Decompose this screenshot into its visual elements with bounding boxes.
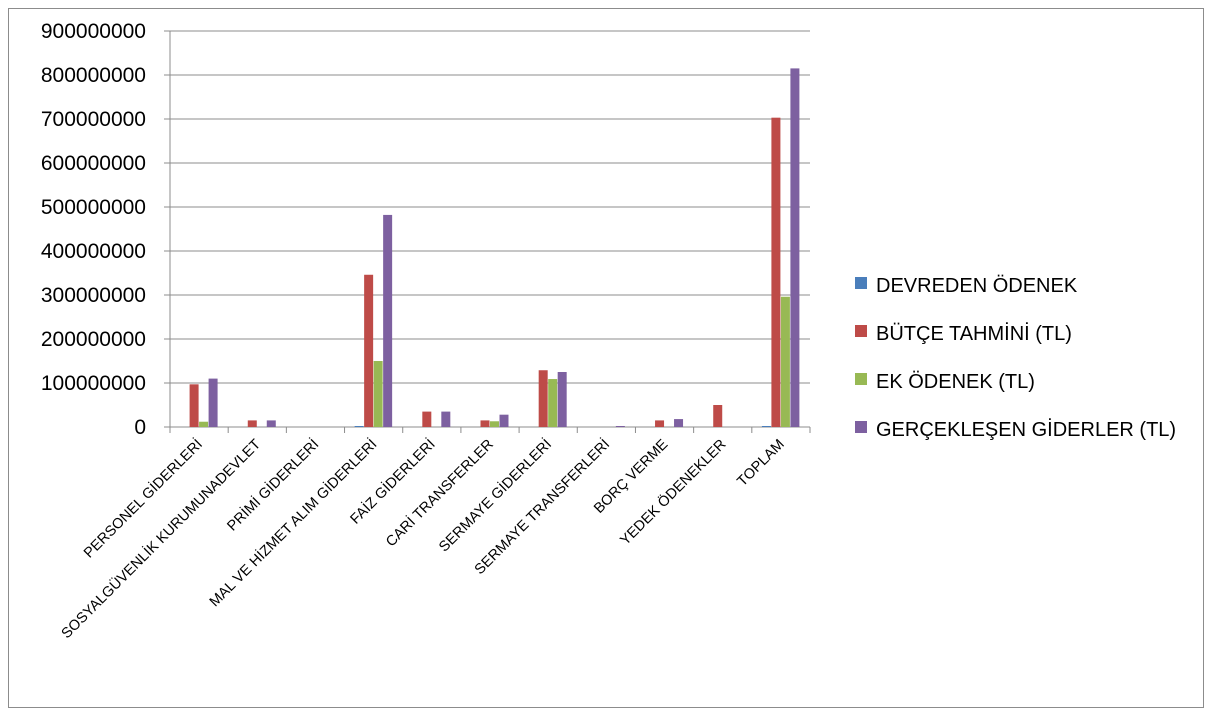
legend-swatch xyxy=(855,325,867,337)
bar xyxy=(761,426,771,427)
bar xyxy=(674,419,684,427)
bar xyxy=(780,296,790,427)
y-tick-label: 900000000 xyxy=(41,20,146,43)
bar xyxy=(499,414,509,427)
bar xyxy=(441,411,451,427)
x-tick-label: CARİ TRANSFERLER xyxy=(382,435,497,550)
bar xyxy=(557,372,567,427)
x-tick-label: TOPLAM xyxy=(734,437,787,490)
y-tick-label: 800000000 xyxy=(41,64,146,87)
bar xyxy=(199,421,209,427)
y-tick-label: 400000000 xyxy=(41,240,146,263)
bar xyxy=(383,214,393,427)
bar xyxy=(713,405,723,427)
y-tick-label: 0 xyxy=(134,416,146,439)
y-tick-label: 300000000 xyxy=(41,284,146,307)
bar xyxy=(655,420,665,427)
x-tick-label: PERSONEL GİDERLERİ xyxy=(80,435,206,561)
bar xyxy=(247,420,257,427)
legend-swatch xyxy=(855,277,867,289)
x-tick-label: SOSYALGÜVENLİK KURUMUNADEVLET xyxy=(57,435,264,642)
bar xyxy=(373,361,383,427)
legend-label: BÜTÇE TAHMİNİ (TL) xyxy=(876,322,1072,345)
bar xyxy=(771,117,781,428)
y-tick-labels: 0 100000000 200000000 300000000 400000000 500… xyxy=(41,20,146,439)
bar xyxy=(790,68,800,428)
bar xyxy=(615,426,625,427)
legend-swatch xyxy=(855,421,867,433)
bar xyxy=(422,411,432,427)
bar xyxy=(208,378,218,427)
bar xyxy=(364,274,374,427)
y-tick-label: 600000000 xyxy=(41,152,146,175)
bar xyxy=(490,421,499,427)
bars xyxy=(189,68,800,428)
chart-frame xyxy=(8,8,1204,708)
bar xyxy=(548,379,558,427)
bar xyxy=(189,384,199,427)
legend-label: GERÇEKLEŞEN GİDERLER (TL) xyxy=(876,418,1176,441)
bar xyxy=(266,420,276,427)
gridlines xyxy=(170,30,810,384)
x-tick-label: YEDEK ÖDENEKLER xyxy=(616,435,730,549)
y-tick-label: 100000000 xyxy=(41,372,146,395)
bar xyxy=(538,370,548,427)
y-tick-label: 200000000 xyxy=(41,328,146,351)
bar xyxy=(354,426,364,427)
legend: DEVREDEN ÖDENEK BÜTÇE TAHMİNİ (TL) EK ÖDEN… xyxy=(855,275,1176,441)
axes xyxy=(164,30,811,433)
y-tick-label: 500000000 xyxy=(41,196,146,219)
legend-label: EK ÖDENEK (TL) xyxy=(876,371,1035,393)
legend-label: DEVREDEN ÖDENEK xyxy=(876,275,1078,297)
y-tick-label: 700000000 xyxy=(41,108,146,131)
x-tick-label: SERMAYE GİDERLERİ xyxy=(435,435,555,555)
legend-swatch xyxy=(855,373,867,385)
bar xyxy=(480,420,490,427)
